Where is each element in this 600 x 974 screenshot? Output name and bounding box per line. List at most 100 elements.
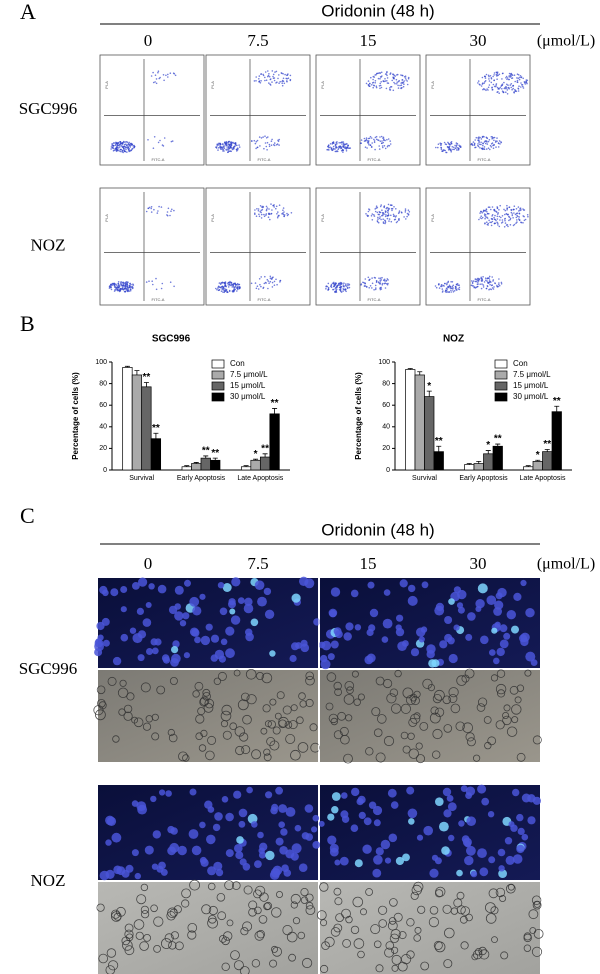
event-dot [265,208,268,211]
cell [182,754,190,762]
event-dot [276,213,278,215]
cell [275,786,283,795]
event-dot [369,278,371,281]
cell [95,709,106,721]
event-dot [487,86,490,89]
event-dot [479,143,481,146]
event-dot [384,147,387,150]
event-dot [450,142,453,145]
cell [513,592,522,602]
event-dot [479,136,481,139]
event-dot [384,80,387,82]
chart-title: NOZ [443,334,464,345]
significance: ** [152,423,160,434]
event-dot [126,289,129,292]
cell [235,745,245,756]
event-dot [268,73,270,75]
cell [265,850,275,861]
cell [525,608,535,618]
cell [511,716,519,724]
cell [168,941,177,950]
legend-swatch [211,359,225,369]
event-dot [516,221,518,223]
event-dot [129,282,131,285]
event-dot [224,288,226,290]
event-dot [492,75,494,78]
event-dot [344,284,347,287]
event-dot [224,283,226,285]
event-dot [342,141,345,143]
event-dot [148,206,151,209]
cell [509,685,519,695]
event-dot [490,81,493,84]
event-dot [381,140,383,142]
event-dot [130,149,133,152]
event-dot [438,287,441,289]
cell [258,915,268,924]
event-dot [224,281,227,283]
cell [137,804,148,815]
event-dot [512,217,514,219]
event-dot [397,212,400,215]
event-dot [510,211,513,214]
cell [431,854,439,861]
cell [389,933,400,944]
dose-label: 15 [360,554,377,573]
event-dot [484,209,486,212]
event-dot [277,140,280,143]
event-dot [479,147,481,149]
event-dot [360,139,363,141]
event-dot [397,87,400,89]
event-dot [116,149,119,151]
row-label: NOZ [31,235,66,254]
event-dot [388,218,391,220]
event-dot [388,220,390,222]
event-dot [220,282,223,284]
event-dot [130,143,132,146]
event-dot [239,287,241,290]
event-dot [232,148,235,150]
event-dot [280,72,283,74]
cell [102,639,110,647]
event-dot [386,278,389,280]
cell [194,681,204,691]
cell [108,960,119,971]
event-dot [255,76,257,78]
event-dot [222,143,224,145]
event-dot [521,84,524,86]
cell [140,905,149,914]
event-dot [497,146,500,148]
event-dot [396,220,399,223]
event-dot [264,142,267,144]
event-dot [336,141,338,143]
event-dot [476,283,479,286]
dose-label: 7.5 [247,554,268,573]
event-dot [496,137,498,139]
event-dot [283,214,286,216]
cell [506,610,516,620]
cell [448,687,459,698]
event-dot [227,284,229,286]
event-dot [115,147,117,150]
cell [330,640,339,649]
cell [254,930,265,941]
event-dot [384,78,386,80]
event-dot [275,207,277,210]
cell [521,793,531,803]
cell [243,603,254,614]
event-dot [512,224,515,227]
event-dot [379,279,382,282]
cell [430,706,439,715]
y-axis-label: PI-A [210,214,215,222]
event-dot [484,277,487,280]
event-dot [227,151,229,154]
significance: * [536,450,540,461]
event-dot [509,224,512,226]
event-dot [253,139,256,142]
error-bar [495,443,501,447]
event-dot [269,218,271,221]
cell [290,893,301,905]
cell [136,894,147,905]
event-dot [518,212,521,215]
event-dot [278,144,280,146]
